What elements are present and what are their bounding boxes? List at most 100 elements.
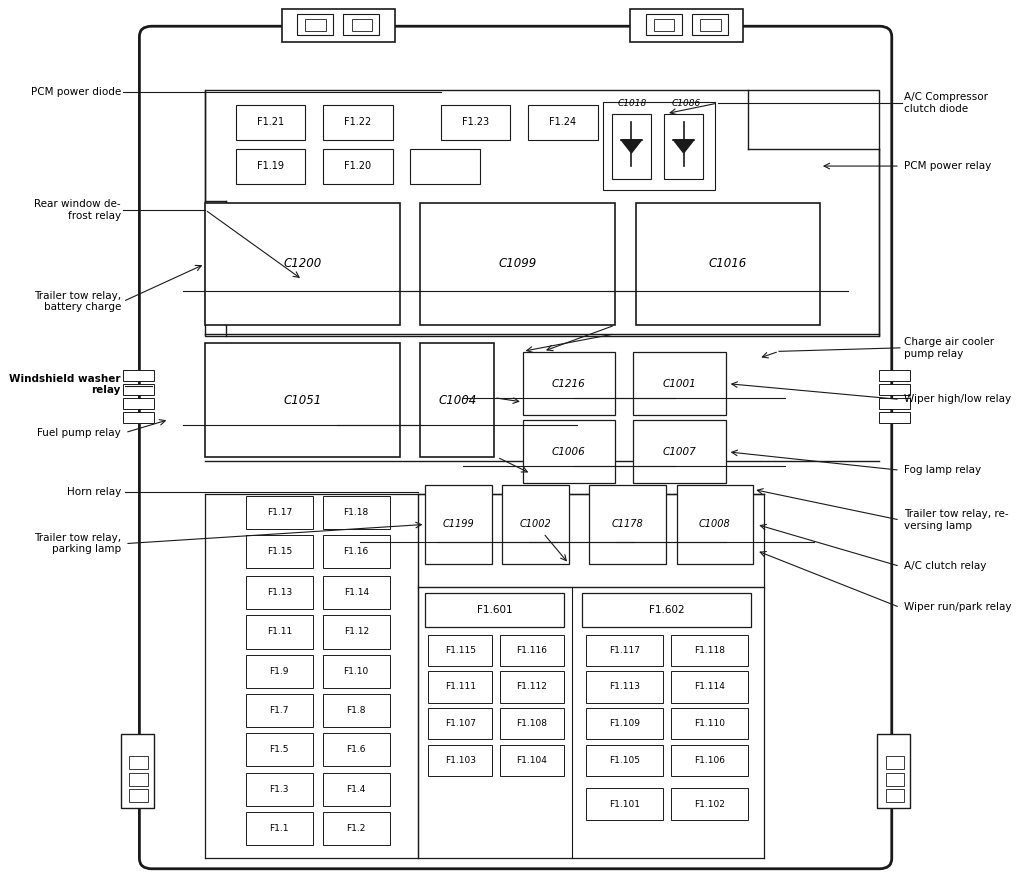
Bar: [129, 773, 148, 786]
Bar: [671, 745, 748, 776]
Text: F1.101: F1.101: [609, 800, 641, 808]
Text: Rear window de-
frost relay: Rear window de- frost relay: [34, 199, 121, 220]
Bar: [886, 789, 904, 802]
Bar: [246, 655, 313, 688]
Text: F1.23: F1.23: [462, 117, 489, 128]
Bar: [123, 412, 154, 423]
Bar: [700, 19, 721, 31]
Text: C1099: C1099: [498, 258, 537, 270]
Text: F1.7: F1.7: [270, 706, 289, 715]
Text: F1.4: F1.4: [346, 785, 366, 794]
Bar: [123, 370, 154, 381]
Bar: [246, 733, 313, 766]
Polygon shape: [621, 140, 642, 153]
Bar: [523, 352, 615, 415]
Bar: [671, 635, 748, 666]
Bar: [500, 708, 564, 739]
Text: F1.602: F1.602: [649, 605, 685, 615]
Bar: [586, 708, 663, 739]
Text: F1.19: F1.19: [257, 161, 284, 171]
Bar: [246, 773, 313, 806]
Bar: [246, 615, 313, 649]
Polygon shape: [673, 140, 694, 153]
Text: Wiper high/low relay: Wiper high/low relay: [904, 394, 1012, 405]
Bar: [323, 615, 390, 649]
Bar: [586, 745, 663, 776]
Bar: [428, 708, 492, 739]
Text: F1.113: F1.113: [609, 683, 641, 691]
Text: Trailer tow relay,
parking lamp: Trailer tow relay, parking lamp: [34, 533, 121, 554]
Bar: [123, 384, 154, 395]
Bar: [425, 485, 492, 564]
Text: F1.8: F1.8: [346, 706, 366, 715]
Text: F1.116: F1.116: [517, 646, 547, 655]
Text: F1.108: F1.108: [517, 719, 547, 728]
Text: F1.111: F1.111: [445, 683, 476, 691]
Bar: [502, 485, 569, 564]
Bar: [441, 105, 510, 140]
Bar: [420, 343, 494, 457]
Text: PCM power diode: PCM power diode: [31, 87, 121, 97]
Text: F1.22: F1.22: [344, 117, 371, 128]
Bar: [246, 812, 313, 845]
Bar: [528, 105, 598, 140]
Bar: [877, 734, 910, 808]
Text: F1.118: F1.118: [694, 646, 726, 655]
Bar: [246, 535, 313, 568]
Bar: [121, 734, 154, 808]
Text: F1.9: F1.9: [270, 667, 289, 676]
Bar: [323, 733, 390, 766]
Bar: [246, 694, 313, 727]
Text: F1.14: F1.14: [343, 588, 369, 597]
Bar: [323, 105, 393, 140]
Bar: [500, 635, 564, 666]
Bar: [676, 485, 753, 564]
Text: F1.112: F1.112: [517, 683, 547, 691]
Text: F1.16: F1.16: [343, 547, 369, 556]
Text: C1051: C1051: [283, 394, 322, 406]
Text: Windshield washer
relay: Windshield washer relay: [9, 374, 121, 395]
Bar: [586, 671, 663, 703]
Text: PCM power relay: PCM power relay: [904, 161, 991, 171]
Bar: [343, 14, 379, 35]
Bar: [323, 812, 390, 845]
Bar: [630, 9, 743, 42]
Bar: [282, 9, 395, 42]
Text: F1.601: F1.601: [477, 605, 512, 615]
Text: C1018: C1018: [618, 100, 647, 108]
Bar: [633, 352, 726, 415]
Text: F1.110: F1.110: [694, 719, 726, 728]
Bar: [654, 19, 674, 31]
Text: F1.15: F1.15: [266, 547, 292, 556]
Text: F1.106: F1.106: [694, 756, 726, 765]
Bar: [420, 203, 615, 325]
Bar: [428, 635, 492, 666]
Bar: [305, 19, 326, 31]
Bar: [589, 485, 666, 564]
Text: F1.11: F1.11: [266, 628, 292, 636]
Text: F1.103: F1.103: [445, 756, 476, 765]
Bar: [664, 114, 703, 179]
Bar: [323, 496, 390, 529]
Text: F1.24: F1.24: [549, 117, 576, 128]
Bar: [205, 203, 400, 325]
Text: Wiper run/park relay: Wiper run/park relay: [904, 602, 1012, 613]
Bar: [500, 671, 564, 703]
Text: C1002: C1002: [520, 519, 551, 530]
Bar: [586, 788, 663, 820]
Text: F1.3: F1.3: [270, 785, 289, 794]
Bar: [582, 593, 751, 627]
Text: F1.21: F1.21: [257, 117, 284, 128]
Text: Charge air cooler
pump relay: Charge air cooler pump relay: [904, 337, 994, 358]
Bar: [323, 149, 393, 184]
Text: Trailer tow relay, re-
versing lamp: Trailer tow relay, re- versing lamp: [904, 510, 1009, 531]
Bar: [425, 593, 564, 627]
Text: F1.114: F1.114: [694, 683, 726, 691]
Bar: [879, 398, 910, 409]
Text: F1.12: F1.12: [343, 628, 369, 636]
Bar: [671, 671, 748, 703]
Text: F1.109: F1.109: [609, 719, 641, 728]
Bar: [886, 773, 904, 786]
Text: C1007: C1007: [663, 447, 696, 457]
Text: F1.102: F1.102: [694, 800, 726, 808]
